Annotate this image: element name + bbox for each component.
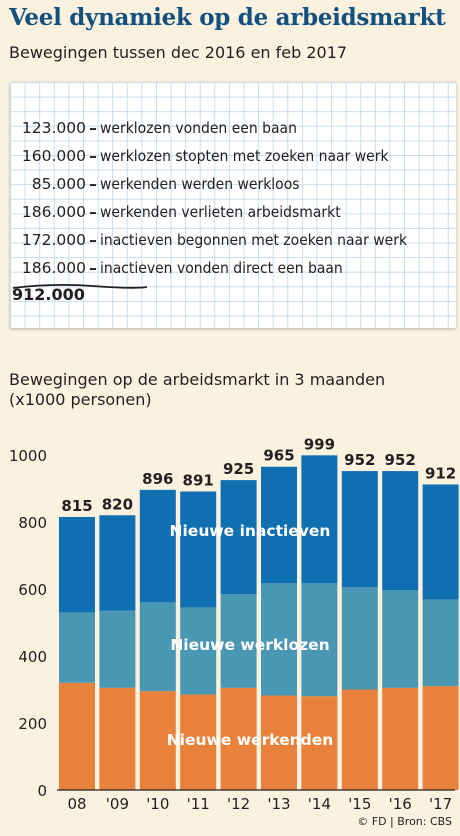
x-tick-label: 08 [67,795,86,813]
x-tick-label: '12 [227,795,250,813]
x-tick-label: '17 [429,795,452,813]
bar-segment-1 [180,694,217,790]
bar-segment-2 [422,599,459,687]
notebook-text: werklozen vonden een baan [100,119,297,137]
notebook-row: 172.000– inactieven begonnen met zoeken n… [10,227,407,253]
series-label: Nieuwe inactieven [170,522,331,540]
credit: © FD | Bron: CBS [357,815,452,828]
bar-total-label: 820 [102,495,133,513]
notebook-panel: 123.000– werklozen vonden een baan 160.00… [10,82,456,328]
page-title: Veel dynamiek op de arbeidsmarkt [9,4,446,31]
x-tick-label: '11 [187,795,210,813]
bar-segment-1 [422,686,459,790]
notebook-dash: – [89,203,97,221]
bar-segment-3 [341,471,378,588]
notebook-dash: – [89,175,97,193]
bar-segment-1 [59,682,95,790]
bar-total-label: 999 [304,435,335,453]
notebook-value: 123.000 [21,119,86,137]
bar-total-label: 896 [142,470,173,488]
page-subtitle: Bewegingen tussen dec 2016 en feb 2017 [9,43,348,62]
notebook-text: werkenden werden werkloos [100,175,300,193]
bar-segment-3 [99,515,136,611]
notebook-row: 186.000– inactieven vonden direct een baa… [10,255,343,281]
bar-segment-2 [180,607,217,695]
y-tick-label: 200 [18,715,47,733]
notebook-text: inactieven vonden direct een baan [100,259,343,277]
x-tick-label: '13 [267,795,290,813]
x-tick-label: '10 [146,795,169,813]
y-tick-label: 0 [37,782,47,800]
notebook-text: werkenden verlieten arbeidsmarkt [100,203,341,221]
sum-underline [13,283,147,289]
bar-segment-3 [180,491,217,608]
bar-segment-2 [220,594,257,688]
notebook-dash: – [89,147,97,165]
bar-segment-2 [59,612,95,683]
bar-segment-2 [261,583,297,696]
bar-segment-1 [220,687,257,790]
bar-segment-2 [341,587,378,690]
bar-total-label: 965 [263,447,294,465]
notebook-dash: – [89,231,97,249]
bar-segment-3 [422,484,459,600]
bar-segment-3 [382,471,419,591]
bar-total-label: 952 [385,451,416,469]
chart-title: Bewegingen op de arbeidsmarkt in 3 maand… [9,370,385,410]
series-label: Nieuwe werklozen [170,636,329,654]
bar-total-label: 925 [223,460,254,478]
bar-segment-3 [220,480,257,595]
bar-segment-1 [301,696,338,790]
chart-title-line: (x1000 personen) [9,390,152,409]
x-tick-label: '16 [389,795,412,813]
x-tick-label: '14 [308,795,331,813]
notebook-row: 160.000– werklozen stopten met zoeken naa… [10,143,389,169]
bar-total-label: 952 [344,451,375,469]
bar-total-label: 912 [425,464,456,482]
bar-segment-2 [99,610,136,688]
bar-segment-1 [382,687,419,790]
notebook-value: 172.000 [21,231,86,249]
notebook-row: 123.000– werklozen vonden een baan [10,115,297,141]
notebook-value: 186.000 [21,203,86,221]
bar-segment-2 [139,602,176,692]
y-tick-label: 400 [18,648,47,666]
chart-title-line: Bewegingen op de arbeidsmarkt in 3 maand… [9,370,386,389]
y-tick-label: 800 [18,514,47,532]
bar-total-label: 891 [183,472,214,490]
notebook-row: 85.000– werkenden werden werkloos [10,171,300,197]
bar-total-label: 815 [61,497,92,515]
bar-segment-2 [382,590,419,688]
x-tick-label: '15 [348,795,371,813]
notebook-dash: – [89,119,97,137]
notebook-value: 85.000 [31,175,86,193]
y-tick-label: 600 [18,581,47,599]
bar-segment-1 [261,695,297,790]
bar-segment-3 [59,516,95,613]
series-label: Nieuwe werkenden [167,731,334,749]
bar-segment-1 [99,687,136,790]
bar-segment-3 [261,466,297,584]
bar-segment-1 [139,691,176,790]
notebook-value: 186.000 [21,259,86,277]
notebook-dash: – [89,259,97,277]
notebook-row: 186.000– werkenden verlieten arbeidsmarkt [10,199,341,225]
notebook-total: 912.000 [12,285,85,304]
notebook-text: werklozen stopten met zoeken naar werk [100,147,389,165]
bar-segment-2 [301,582,338,697]
bar-segment-3 [139,489,176,603]
notebook-text: inactieven begonnen met zoeken naar werk [100,231,408,249]
x-tick-label: '09 [106,795,129,813]
bar-segment-1 [341,689,378,790]
bar-segment-3 [301,455,338,583]
y-tick-label: 1000 [9,447,47,465]
notebook-value: 160.000 [21,147,86,165]
